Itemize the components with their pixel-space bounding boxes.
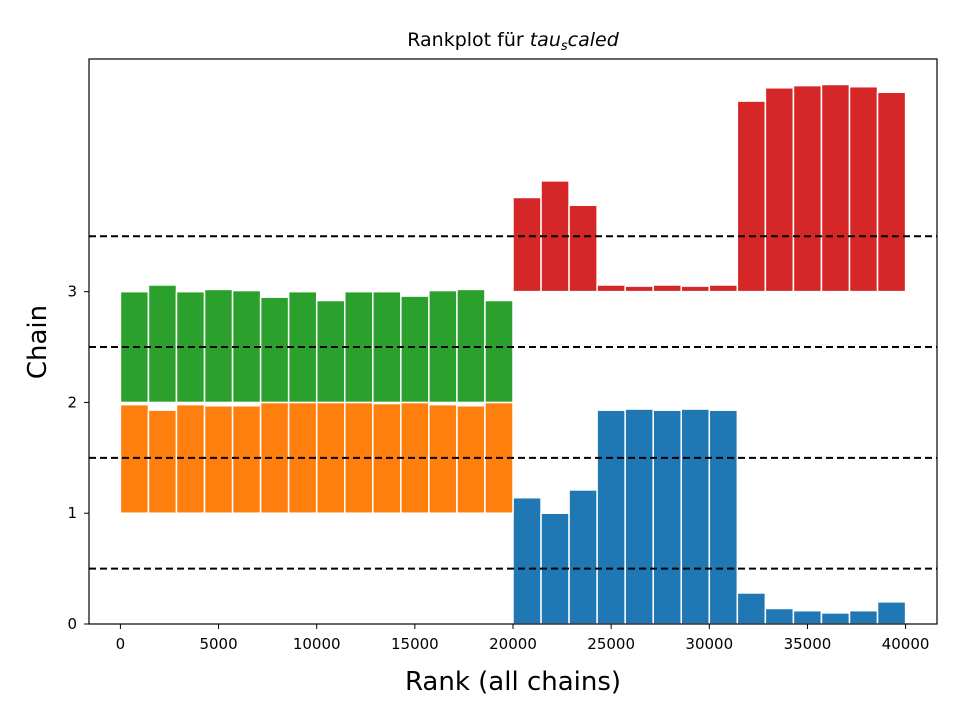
chain-0-bar (680, 408, 711, 625)
x-tick-label: 10000 (293, 635, 341, 653)
y-tick-label: 1 (67, 504, 77, 522)
chain-3-bar (568, 204, 598, 293)
chain-2-bar (456, 288, 486, 404)
chain-2-bar (147, 284, 178, 404)
chain-2-bar (484, 299, 514, 404)
chain-3-bar (708, 284, 739, 293)
y-tick-label: 2 (67, 393, 77, 411)
chain-0-bar (568, 489, 598, 625)
chain-1-bar (175, 403, 206, 514)
chain-3-bar (848, 85, 879, 293)
chain-1-bar (203, 405, 234, 514)
chain-0-bar (736, 592, 767, 625)
chain-3-bar (596, 284, 626, 293)
chain-3-bar (512, 196, 542, 293)
chain-1-bar (428, 403, 458, 514)
chain-0-bar (596, 409, 626, 625)
chain-0-bar (708, 409, 739, 625)
chain-3-bar (736, 100, 767, 293)
chain-1-bar (147, 409, 178, 514)
chain-3-bar (820, 83, 851, 293)
title-subscript: s (561, 39, 568, 54)
chain-3-bar (792, 84, 823, 293)
chain-1-bar (259, 401, 290, 514)
x-tick-label: 35000 (784, 635, 832, 653)
chain-0-bar (792, 609, 823, 625)
title-var: tau (530, 29, 561, 51)
chain-3-bar (680, 285, 711, 293)
chain-3-bar (876, 91, 907, 293)
chain-0-bar (624, 408, 654, 625)
title-prefix: Rankplot für (407, 29, 530, 51)
chain-0-bar (876, 601, 907, 625)
x-axis-label: Rank (all chains) (405, 667, 621, 697)
chain-0-bar (764, 607, 795, 625)
x-tick-label: 0 (116, 635, 126, 653)
x-tick-label: 30000 (685, 635, 733, 653)
x-tick-label: 25000 (587, 635, 635, 653)
chain-2-bar (400, 295, 430, 404)
title-suffix: caled (568, 29, 620, 51)
chain-3-bar (652, 284, 682, 293)
y-tick-label: 3 (67, 283, 77, 301)
chain-1-bar (231, 405, 262, 514)
x-tick-label: 20000 (489, 635, 537, 653)
y-axis-ticks: 0 1 2 3 (67, 283, 89, 633)
chain-2-bar (315, 299, 346, 404)
chain-2-bar (259, 296, 290, 404)
chain-2-bar (203, 288, 234, 404)
chain-0-bar (820, 612, 851, 625)
x-tick-label: 40000 (882, 635, 930, 653)
y-axis-label: Chain (23, 305, 53, 379)
bars-layer (119, 83, 907, 625)
chain-3-bar (624, 285, 654, 293)
x-axis-ticks: 0 5000 10000 15000 20000 25000 30000 35000 40000 (116, 624, 930, 653)
chain-3-bar (764, 87, 795, 293)
chain-0-bar (652, 409, 682, 625)
chart-title: Rankplot für tauscaled (407, 29, 619, 54)
reference-lines-layer (89, 235, 937, 570)
x-tick-label: 5000 (199, 635, 237, 653)
chain-1-bar (119, 403, 150, 514)
y-tick-label: 0 (67, 615, 77, 633)
chain-1-bar (456, 405, 486, 514)
chain-0-bar (512, 496, 542, 625)
x-tick-label: 15000 (391, 635, 439, 653)
chain-0-bar (848, 609, 879, 625)
